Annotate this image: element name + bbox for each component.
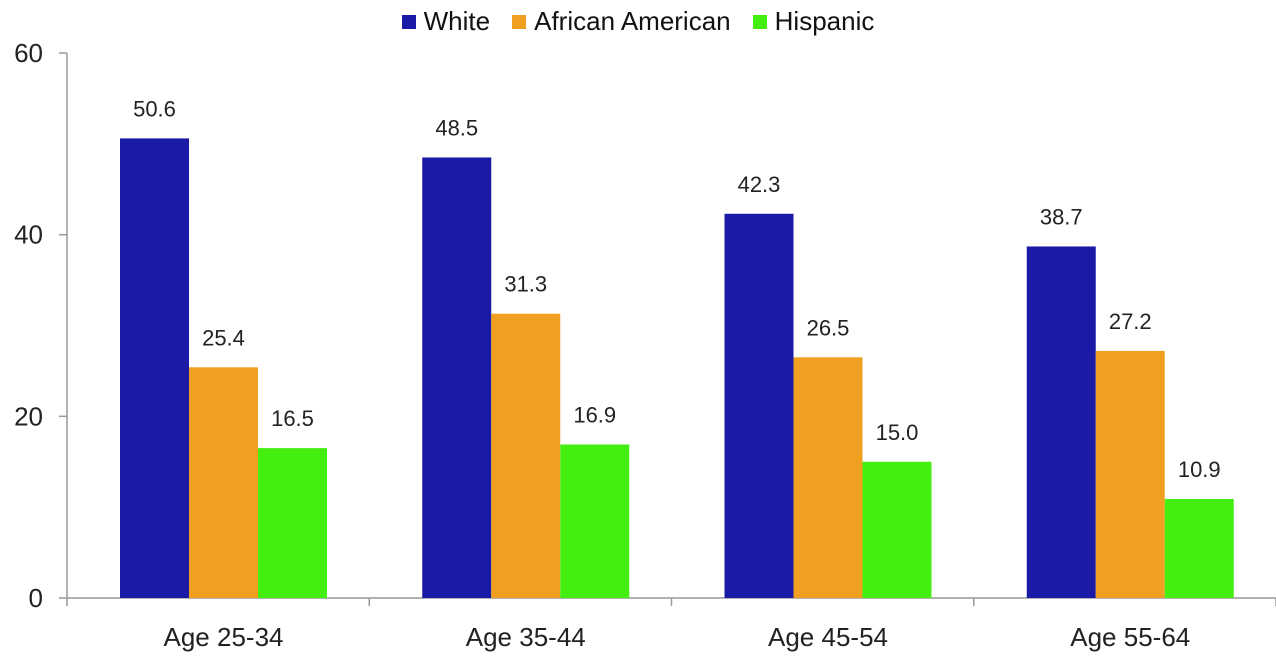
bar <box>1026 246 1096 598</box>
legend-item-white: White <box>401 6 491 37</box>
data-label: 15.0 <box>876 420 919 445</box>
data-label: 50.6 <box>133 96 176 121</box>
data-label: 16.5 <box>271 406 314 431</box>
chart-bars <box>120 138 1234 599</box>
chart-axes: 0 20 40 60 Age 25-34 Age 35-44 Age 45-54 Age 55… <box>14 38 1276 652</box>
legend-item-hispanic: Hispanic <box>752 6 875 37</box>
bar <box>258 448 327 598</box>
bar <box>1095 350 1165 598</box>
legend-swatch-white <box>401 14 416 29</box>
x-tick-label: Age 55-64 <box>1070 622 1190 652</box>
data-label: 27.2 <box>1109 309 1152 334</box>
x-tick-label: Age 35-44 <box>466 622 586 652</box>
y-tick-label: 0 <box>29 583 43 613</box>
bar <box>422 157 492 599</box>
bar <box>862 461 932 598</box>
data-label: 10.9 <box>1178 457 1221 482</box>
data-label: 26.5 <box>807 315 850 340</box>
data-label: 25.4 <box>202 325 245 350</box>
chart-data-labels: 50.6 25.4 16.5 48.5 31.3 16.9 42.3 26.5 15.0 38.7… <box>133 96 1221 482</box>
bar <box>560 444 630 598</box>
data-label: 48.5 <box>435 115 478 140</box>
y-tick-label: 40 <box>14 220 43 250</box>
y-tick-label: 20 <box>14 401 43 431</box>
legend-label-african-american: African American <box>534 6 731 36</box>
data-label: 42.3 <box>738 172 781 197</box>
data-label: 38.7 <box>1040 204 1083 229</box>
data-label: 16.9 <box>573 402 616 427</box>
legend-swatch-african-american <box>512 14 527 29</box>
bar <box>120 138 189 598</box>
bar <box>724 213 794 598</box>
bar <box>1164 498 1234 598</box>
x-tick-label: Age 25-34 <box>164 622 284 652</box>
legend-label-hispanic: Hispanic <box>774 6 875 36</box>
legend-item-african-american: African American <box>512 6 731 37</box>
legend-label-white: White <box>423 6 491 36</box>
x-tick-label: Age 45-54 <box>768 622 888 652</box>
bar <box>491 313 561 598</box>
bar <box>189 367 258 598</box>
y-tick-label: 60 <box>14 38 43 68</box>
data-label: 31.3 <box>504 272 547 297</box>
bar <box>793 357 863 598</box>
legend-swatch-hispanic <box>752 14 767 29</box>
chart-legend: White African American Hispanic <box>0 6 1276 37</box>
